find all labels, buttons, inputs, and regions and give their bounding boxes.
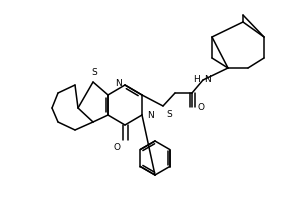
Text: N: N [115, 79, 122, 88]
Text: N: N [204, 75, 211, 84]
Text: H: H [193, 75, 200, 84]
Text: S: S [91, 68, 97, 77]
Text: S: S [166, 110, 172, 119]
Text: N: N [147, 110, 154, 119]
Text: O: O [113, 143, 120, 152]
Text: O: O [197, 104, 204, 112]
